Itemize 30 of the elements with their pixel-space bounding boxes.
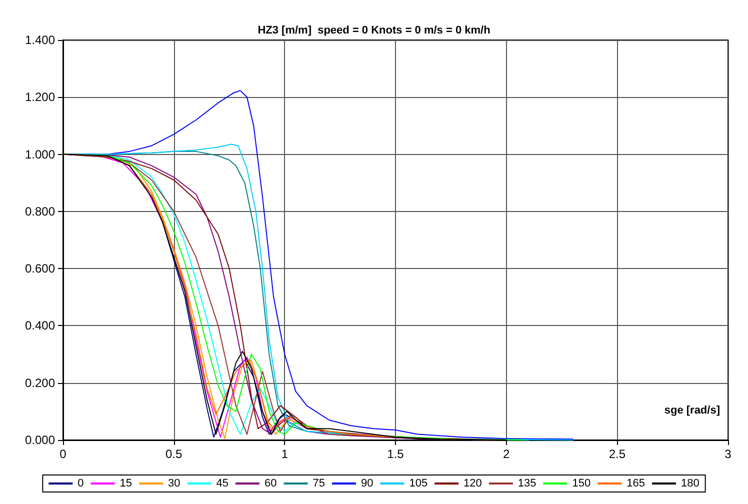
legend-label: 75	[312, 478, 325, 490]
y-tick-label: 1.000	[24, 147, 56, 162]
y-tick-label: 0.400	[24, 318, 56, 333]
y-tick-label: 1.200	[24, 90, 56, 104]
legend-label: 135	[518, 478, 536, 490]
x-tick-label: 0	[60, 447, 67, 461]
y-tick-label: 0.800	[24, 204, 56, 218]
legend-label: 15	[120, 478, 132, 490]
legend-label: 150	[572, 478, 591, 490]
legend-label: 90	[360, 478, 374, 490]
legend-label: 30	[168, 478, 180, 490]
x-tick-label: 0.5	[165, 447, 182, 461]
y-tick-label: 0.000	[24, 433, 56, 447]
x-tick-label: 2.5	[608, 447, 626, 461]
x-tick-label: 1	[281, 447, 288, 461]
legend-label: 105	[409, 478, 428, 490]
chart-title: HZ3 [m/m] speed = 0 Knots = 0 m/s = 0 km/h	[258, 24, 491, 36]
x-tick-label: 3	[724, 447, 732, 461]
x-tick-label: 2	[502, 447, 510, 461]
legend-label: 120	[464, 478, 482, 490]
x-axis-title: sge [rad/s]	[664, 404, 720, 416]
legend-label: 180	[680, 478, 700, 490]
legend-label: 165	[626, 478, 645, 490]
legend-label: 45	[216, 478, 229, 490]
y-tick-label: 1.400	[24, 33, 56, 47]
x-tick-label: 1.5	[387, 447, 404, 461]
legend-label: 60	[264, 478, 277, 490]
y-tick-label: 0.600	[24, 262, 56, 276]
legend-label: 0	[78, 478, 84, 490]
y-tick-label: 0.200	[24, 376, 56, 390]
